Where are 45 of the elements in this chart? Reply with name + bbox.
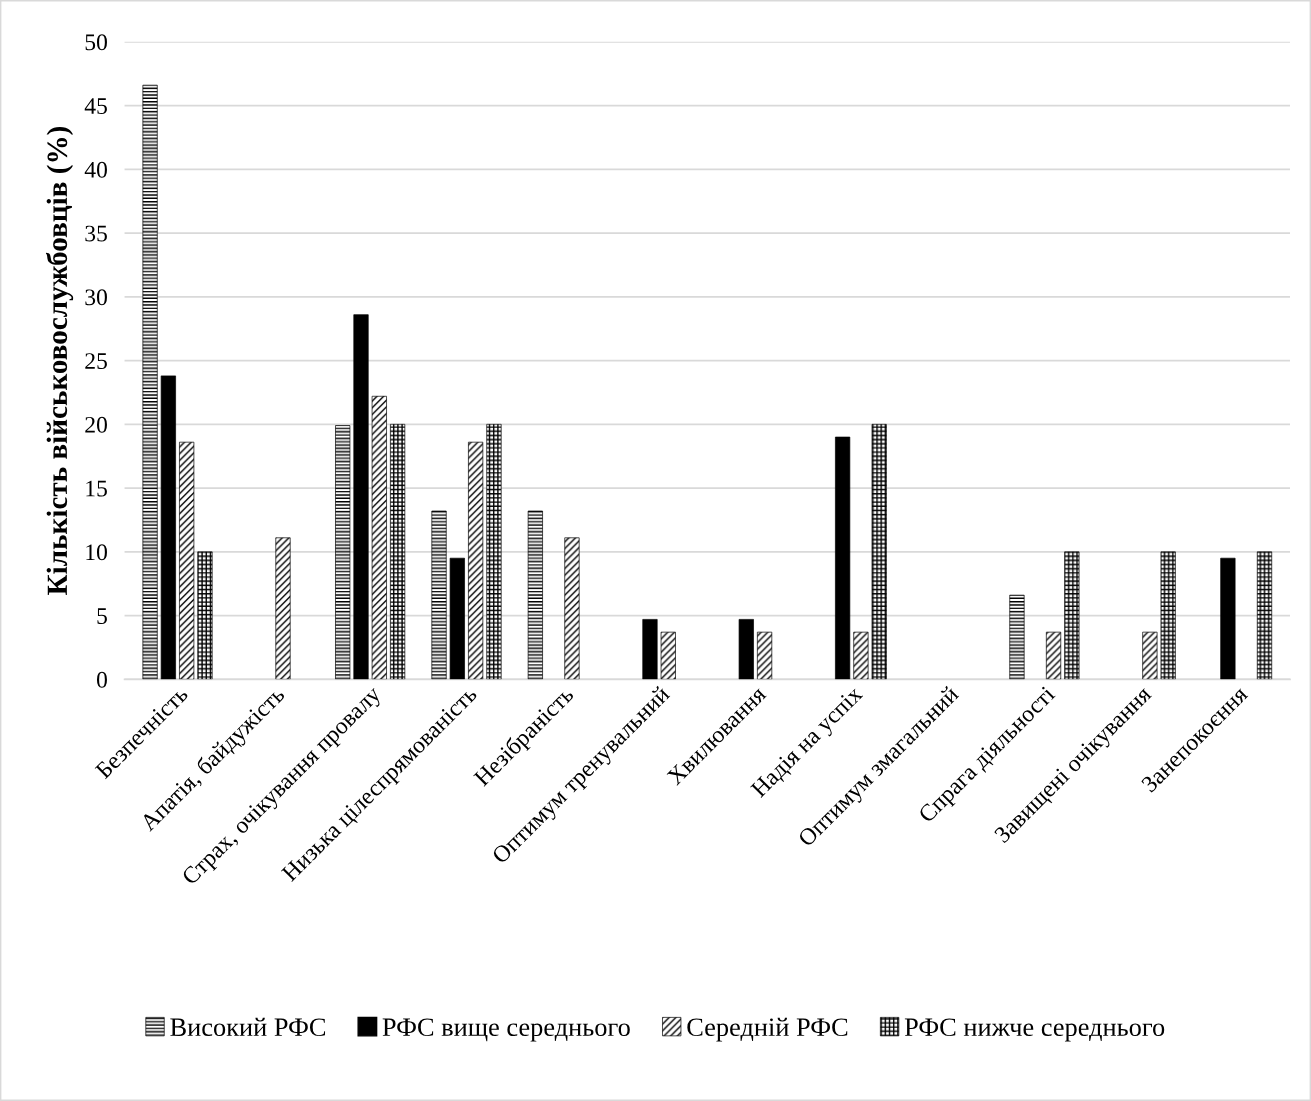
bar bbox=[335, 425, 351, 680]
y-tick-label: 5 bbox=[97, 608, 107, 624]
y-tick-label: 25 bbox=[85, 353, 107, 369]
bar bbox=[353, 314, 369, 680]
y-axis-title: Кількість військовослужбовців (%) bbox=[45, 126, 74, 596]
bar bbox=[1220, 557, 1236, 680]
bar bbox=[527, 510, 543, 680]
y-tick-label: 15 bbox=[86, 480, 107, 497]
bar bbox=[1256, 551, 1273, 680]
y-tick-label: 30 bbox=[85, 289, 107, 306]
bar bbox=[1160, 551, 1176, 680]
bar bbox=[757, 631, 773, 680]
bar bbox=[1009, 594, 1025, 680]
bar bbox=[468, 441, 484, 680]
y-tick-label: 40 bbox=[84, 161, 107, 178]
bar bbox=[197, 551, 213, 680]
bar bbox=[660, 631, 676, 680]
legend-label: Високий РФС bbox=[170, 1017, 326, 1037]
bar bbox=[835, 436, 851, 680]
legend-label: Середній РФС bbox=[687, 1017, 848, 1042]
bar bbox=[1064, 551, 1080, 680]
legend-label: РФС нижче середнього bbox=[904, 1018, 1165, 1042]
bar bbox=[642, 619, 658, 680]
bar bbox=[179, 441, 195, 680]
bar bbox=[160, 375, 176, 680]
legend-label: РФС вище середнього bbox=[382, 1018, 630, 1042]
bar bbox=[564, 537, 580, 680]
bar bbox=[371, 395, 387, 680]
bar bbox=[738, 619, 754, 680]
y-tick-label: 10 bbox=[86, 544, 107, 561]
bar bbox=[1142, 631, 1158, 680]
bar bbox=[142, 84, 158, 680]
bar bbox=[449, 557, 465, 680]
y-tick-label: 50 bbox=[85, 34, 107, 51]
bar bbox=[275, 537, 291, 680]
y-tick-label: 20 bbox=[85, 416, 107, 433]
y-tick-label: 45 bbox=[84, 98, 107, 115]
bar bbox=[853, 631, 869, 680]
y-tick-label: 0 bbox=[96, 671, 107, 688]
bar bbox=[1045, 631, 1062, 680]
bar bbox=[486, 423, 502, 680]
y-tick-label: 35 bbox=[85, 225, 107, 242]
bar bbox=[431, 510, 447, 680]
bar bbox=[390, 423, 406, 680]
bar bbox=[871, 423, 887, 680]
